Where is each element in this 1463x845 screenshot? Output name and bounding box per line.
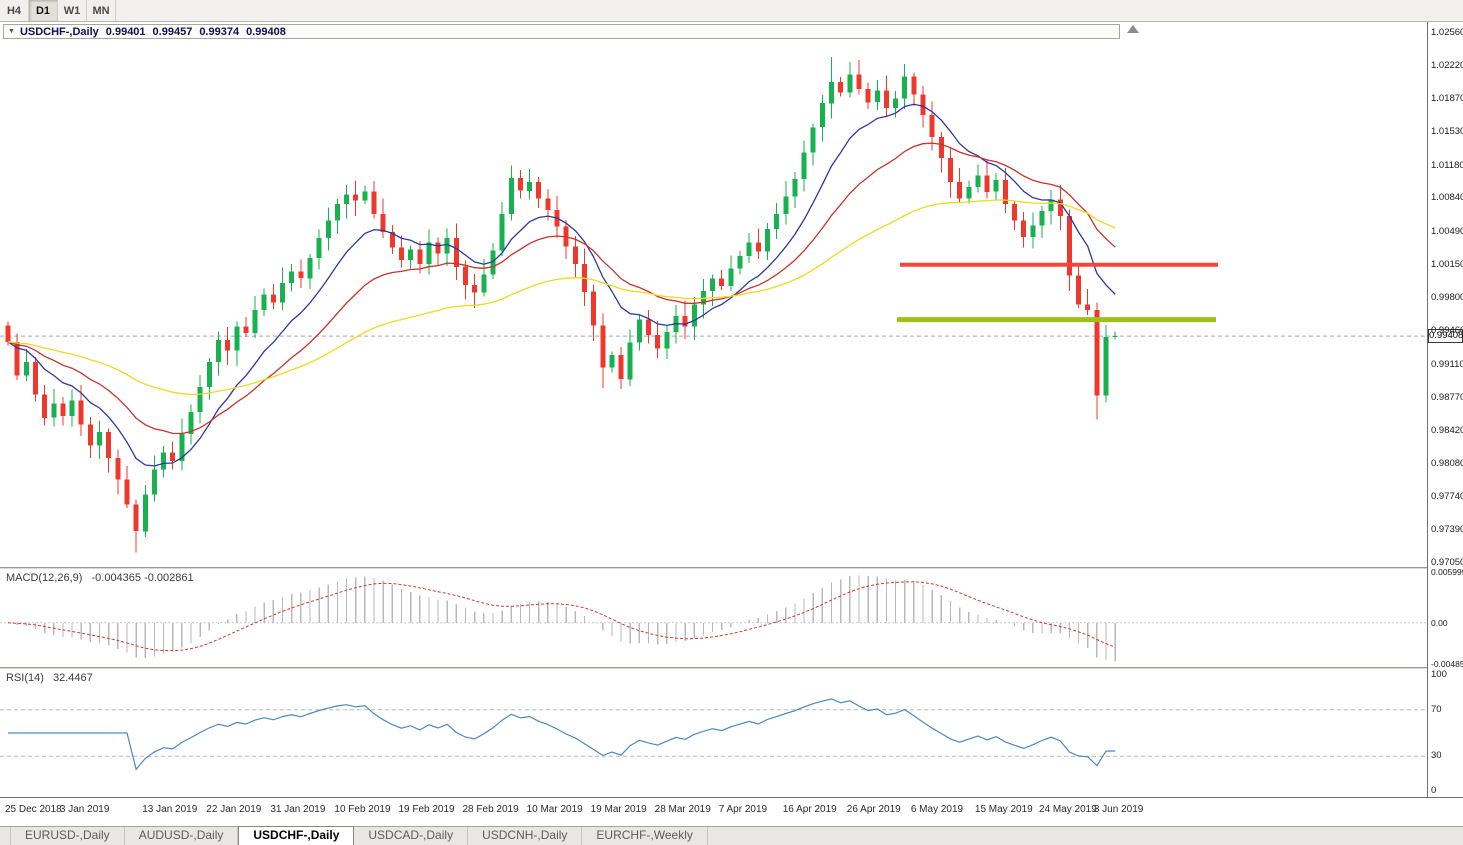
macd-signal-line (7, 581, 1116, 652)
macd-pane[interactable] (0, 569, 1427, 667)
date-label: 25 Dec 2018 (5, 804, 62, 815)
chart-area: ▼ USDCHF-,Daily 0.99401 0.99457 0.99374 … (0, 22, 1463, 826)
timeframe-w1-button[interactable]: W1 (58, 0, 87, 21)
chart-header: ▼ USDCHF-,Daily 0.99401 0.99457 0.99374 … (3, 24, 1120, 39)
price-tick-label: 0.99110 (1431, 358, 1463, 370)
price-tick-label: 0.98080 (1431, 457, 1463, 469)
price-tick-label: 1.00490 (1431, 226, 1463, 238)
price-tick-label: 0.97390 (1431, 524, 1463, 536)
time-axis-line (0, 797, 1463, 798)
rsi-indicator-label: RSI(14) 32.4467 (6, 672, 93, 684)
date-label: 3 Jan 2019 (59, 804, 110, 815)
rsi-title: RSI(14) (6, 672, 44, 684)
ohlc-open-value: 0.99401 (105, 25, 146, 38)
pane-separator[interactable] (0, 567, 1463, 569)
symbol-tab-audusd[interactable]: AUDUSD-,Daily (125, 827, 239, 845)
symbol-tab-eurchf[interactable]: EURCHF-,Weekly (582, 827, 708, 845)
ohlc-close-value: 0.99408 (246, 25, 286, 38)
ma-fast (7, 103, 1116, 467)
date-label: 28 Mar 2019 (654, 804, 711, 815)
price-tick-label: 1.01530 (1431, 126, 1463, 138)
price-tick-label: 1.00150 (1431, 258, 1463, 270)
macd-title: MACD(12,26,9) (6, 572, 83, 584)
rsi-tick-label: 100 (1431, 669, 1447, 680)
price-tick-label: 0.98770 (1431, 391, 1463, 403)
timeframe-mn-button[interactable]: MN (87, 0, 116, 21)
ma-slow (7, 199, 1116, 396)
rsi-value: 32.4467 (52, 672, 93, 684)
macd-tick-label: 0.00 (1431, 617, 1448, 628)
symbol-tab-usdchf[interactable]: USDCHF-,Daily (238, 826, 355, 845)
macd-indicator-label: MACD(12,26,9) -0.004365 -0.002861 (6, 572, 194, 584)
price-tick-label: 1.02560 (1431, 27, 1463, 38)
price-tick-label: 0.97740 (1431, 490, 1463, 502)
date-label: 22 Jan 2019 (206, 804, 262, 815)
date-label: 19 Feb 2019 (398, 804, 455, 815)
price-tick-label: 0.99460 (1431, 325, 1463, 337)
price-tick-label: 1.01180 (1431, 159, 1463, 171)
ohlc-low-value: 0.99374 (199, 25, 240, 38)
date-label: 7 Apr 2019 (718, 804, 768, 815)
chart-symbol-label: USDCHF-,Daily (19, 25, 99, 38)
date-label: 31 Jan 2019 (270, 804, 326, 815)
symbol-tab-usdcnh[interactable]: USDCNH-,Daily (468, 827, 583, 845)
chart-shift-marker (1127, 25, 1139, 33)
rsi-line (8, 698, 1116, 771)
rsi-pane[interactable] (0, 669, 1427, 797)
symbol-tab-eurusd[interactable]: EURUSD-,Daily (10, 827, 125, 845)
date-label: 28 Feb 2019 (462, 804, 519, 815)
date-label: 19 Mar 2019 (590, 804, 647, 815)
price-tick-label: 1.01870 (1431, 93, 1463, 105)
collapse-panel-icon[interactable]: ▼ (8, 28, 15, 35)
timeframe-h4-button[interactable]: H4 (0, 0, 29, 21)
date-label: 3 Jun 2019 (1093, 804, 1144, 815)
price-tick-label: 0.99800 (1431, 292, 1463, 304)
time-axis[interactable]: 25 Dec 2018 3 Jan 2019 13 Jan 2019 22 Jan 2… (0, 798, 1427, 824)
ohlc-high-value: 0.99457 (152, 25, 193, 38)
rsi-tick-label: 30 (1431, 750, 1442, 762)
date-label: 6 May 2019 (910, 804, 964, 815)
macd-tick-label: 0.0059990 (1431, 567, 1463, 577)
price-axis[interactable]: 0.99408 1.02560 1.02220 1.01870 1.01530 1.01… (1427, 22, 1463, 797)
date-label: 26 Apr 2019 (846, 804, 901, 815)
price-tick-label: 1.00840 (1431, 192, 1463, 204)
rsi-tick-label: 70 (1431, 703, 1442, 715)
price-tick-label: 1.02220 (1431, 59, 1463, 71)
timeframe-toolbar: H4 D1 W1 MN (0, 0, 1463, 22)
ma-medium (7, 142, 1116, 435)
symbol-tab-usdcad[interactable]: USDCAD-,Daily (354, 827, 469, 845)
macd-tick-label: -0.0048583 (1431, 659, 1463, 669)
rsi-tick-label: 0 (1431, 785, 1437, 796)
current-price-badge: 0.99408 (1428, 329, 1463, 344)
timeframe-d1-button[interactable]: D1 (29, 0, 58, 21)
date-label: 10 Mar 2019 (526, 804, 583, 815)
pane-separator[interactable] (0, 667, 1463, 669)
chart-tabs-bar: EURUSD-,Daily AUDUSD-,Daily USDCHF-,Daily U… (0, 826, 1463, 845)
date-label: 10 Feb 2019 (334, 804, 391, 815)
date-label: 24 May 2019 (1038, 804, 1097, 815)
date-label: 13 Jan 2019 (142, 804, 198, 815)
price-tick-label: 0.98420 (1431, 425, 1463, 437)
macd-values: -0.004365 -0.002861 (91, 572, 194, 584)
date-label: 15 May 2019 (974, 804, 1033, 815)
date-label: 16 Apr 2019 (782, 804, 837, 815)
price-tick-label: 0.97050 (1431, 557, 1463, 568)
price-pane[interactable] (0, 22, 1427, 567)
